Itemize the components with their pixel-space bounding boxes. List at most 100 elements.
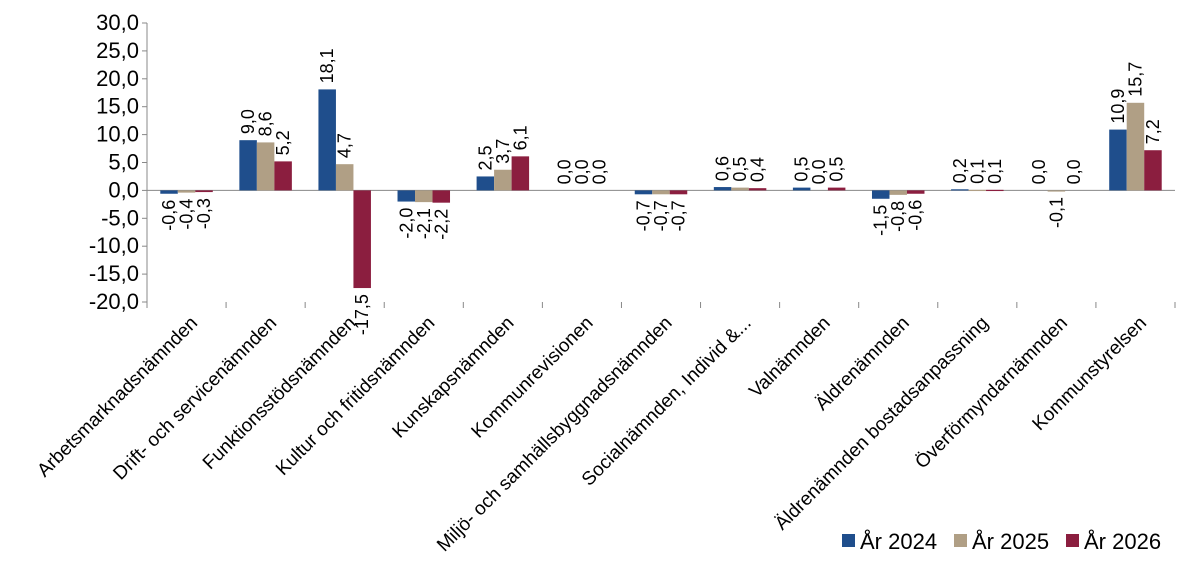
data-label: -0,6 bbox=[159, 200, 179, 231]
bar bbox=[1109, 129, 1127, 191]
y-tick-label: -5,0 bbox=[101, 205, 139, 230]
x-category-label: Socialnämnden, Individ &... bbox=[578, 313, 756, 491]
bar bbox=[353, 190, 371, 289]
bars bbox=[160, 89, 1162, 289]
x-category-label: Överförmyndarnämnden bbox=[911, 313, 1071, 473]
bar bbox=[432, 190, 451, 203]
data-label: -0,7 bbox=[651, 200, 671, 231]
legend: År 2024 År 2025 År 2026 bbox=[842, 529, 1161, 554]
data-label: 8,6 bbox=[256, 111, 276, 136]
data-label: -17,5 bbox=[352, 294, 372, 335]
data-label: 0,0 bbox=[809, 159, 829, 184]
bar bbox=[889, 190, 907, 195]
bar bbox=[951, 189, 969, 191]
data-label: 0,1 bbox=[967, 159, 987, 184]
bar bbox=[652, 190, 670, 195]
bar bbox=[968, 189, 987, 192]
data-label: 2,5 bbox=[475, 145, 495, 170]
data-label: 3,7 bbox=[493, 139, 513, 164]
bar bbox=[335, 164, 354, 191]
legend-label: År 2025 bbox=[972, 529, 1049, 554]
bar bbox=[1047, 190, 1066, 192]
y-tick-label: 30,0 bbox=[96, 10, 139, 35]
axes: 30,025,020,015,010,05,00,0-5,0-10,0-15,0… bbox=[33, 10, 1176, 556]
data-labels: -0,69,018,1-2,02,50,0-0,70,6 0,5-1,50,2 0,… bbox=[159, 48, 1163, 335]
legend-label: År 2024 bbox=[860, 529, 937, 554]
y-tick-label: -15,0 bbox=[89, 261, 139, 286]
legend-swatch bbox=[954, 534, 967, 547]
y-tick-label: 5,0 bbox=[108, 150, 139, 175]
y-tick-label: -20,0 bbox=[89, 289, 139, 314]
bar bbox=[827, 187, 846, 191]
bar bbox=[871, 190, 890, 199]
bar bbox=[1144, 150, 1162, 191]
data-label: -2,1 bbox=[414, 208, 434, 239]
bar bbox=[177, 190, 196, 193]
data-label: 10,9 bbox=[1108, 89, 1128, 124]
bar bbox=[713, 187, 732, 191]
data-label: 0,1 bbox=[985, 159, 1005, 184]
data-label: -0,7 bbox=[634, 200, 654, 231]
legend-swatch bbox=[1066, 534, 1079, 547]
data-label: -0,3 bbox=[194, 198, 214, 229]
data-label: 0,0 bbox=[589, 159, 609, 184]
data-label: 0,0 bbox=[1029, 159, 1049, 184]
bar bbox=[160, 190, 178, 194]
data-label: -0,6 bbox=[906, 200, 926, 231]
data-label: 9,0 bbox=[238, 109, 258, 134]
data-label: 6,1 bbox=[510, 125, 530, 150]
data-label: 0,4 bbox=[748, 157, 768, 182]
x-category-label: Funktionsstödsnämnden bbox=[199, 313, 360, 474]
data-label: 0,0 bbox=[1064, 159, 1084, 184]
bar bbox=[634, 190, 653, 195]
bar bbox=[906, 190, 925, 194]
bar bbox=[986, 189, 1004, 192]
bar bbox=[274, 161, 292, 191]
y-tick-label: 25,0 bbox=[96, 38, 139, 63]
bar bbox=[494, 169, 512, 191]
data-label: -0,7 bbox=[669, 200, 689, 231]
x-category-label: Drift- och servicenämnden bbox=[109, 313, 281, 485]
data-label: 7,2 bbox=[1143, 119, 1163, 144]
x-category-label: Kultur och fritidsnämnden bbox=[272, 313, 439, 480]
data-label: 0,2 bbox=[950, 158, 970, 183]
bar bbox=[476, 176, 495, 191]
data-label: 15,7 bbox=[1125, 62, 1145, 97]
bar bbox=[748, 188, 767, 191]
bar bbox=[731, 187, 749, 191]
data-label: 5,2 bbox=[273, 130, 293, 155]
data-label: 0,0 bbox=[572, 159, 592, 184]
data-label: 4,7 bbox=[335, 133, 355, 158]
bar bbox=[1126, 102, 1145, 191]
legend-label: År 2026 bbox=[1084, 529, 1161, 554]
data-label: -1,5 bbox=[871, 205, 891, 236]
y-tick-label: 10,0 bbox=[96, 122, 139, 147]
legend-swatch bbox=[842, 534, 855, 547]
data-label: 0,0 bbox=[554, 159, 574, 184]
x-category-label: Valnämnden bbox=[745, 313, 834, 402]
bar bbox=[256, 142, 275, 191]
bar bbox=[511, 156, 530, 191]
data-label: 18,1 bbox=[317, 48, 337, 83]
bar bbox=[195, 190, 213, 193]
bar bbox=[318, 89, 336, 191]
y-tick-label: 15,0 bbox=[96, 94, 139, 119]
data-label: -0,8 bbox=[888, 201, 908, 232]
data-label: -2,0 bbox=[396, 208, 416, 239]
bar bbox=[397, 190, 416, 202]
bar bbox=[792, 187, 811, 191]
bar bbox=[669, 190, 688, 195]
y-tick-label: -10,0 bbox=[89, 233, 139, 258]
data-label: 0,5 bbox=[827, 157, 847, 182]
bar bbox=[415, 190, 433, 203]
data-label: -0,1 bbox=[1046, 197, 1066, 228]
y-tick-label: 0,0 bbox=[108, 177, 139, 202]
y-tick-label: 20,0 bbox=[96, 66, 139, 91]
data-label: 0,6 bbox=[713, 156, 733, 181]
bar bbox=[239, 140, 257, 191]
data-label: -0,4 bbox=[177, 199, 197, 230]
x-category-label: Arbetsmarknadsnämnden bbox=[33, 313, 202, 482]
data-label: 0,5 bbox=[792, 157, 812, 182]
